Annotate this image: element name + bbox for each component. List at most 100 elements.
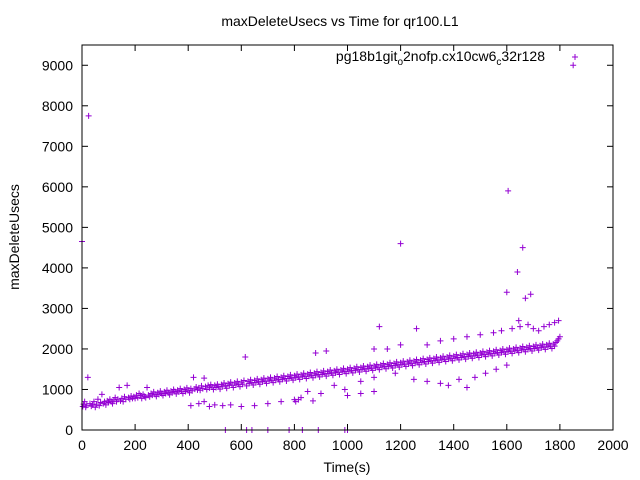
data-point xyxy=(206,384,213,391)
legend-marker-glyph xyxy=(572,54,578,60)
data-point xyxy=(267,374,274,381)
data-point xyxy=(353,363,360,370)
data-point xyxy=(341,386,348,393)
data-point xyxy=(438,356,445,363)
data-point xyxy=(533,341,540,348)
chart-title: maxDeleteUsecs vs Time for qr100.L1 xyxy=(221,13,459,29)
data-point xyxy=(309,397,316,404)
data-point xyxy=(459,350,466,357)
data-point xyxy=(525,346,532,353)
data-point xyxy=(219,402,226,409)
data-point xyxy=(471,352,478,359)
data-point xyxy=(202,383,209,390)
data-point xyxy=(227,401,234,408)
data-point xyxy=(463,384,470,391)
x-tick-label: 1600 xyxy=(491,437,522,453)
data-point xyxy=(304,388,311,395)
data-point xyxy=(232,382,239,389)
data-point xyxy=(217,386,224,393)
data-point xyxy=(463,333,470,340)
data-point xyxy=(323,347,330,354)
data-point xyxy=(397,341,404,348)
data-point xyxy=(445,382,452,389)
data-point xyxy=(498,327,505,334)
x-tick-label: 1200 xyxy=(385,437,416,453)
data-point xyxy=(424,341,431,348)
data-point xyxy=(211,401,218,408)
data-point xyxy=(445,356,452,363)
data-point xyxy=(198,382,205,389)
data-point xyxy=(555,317,562,324)
data-point xyxy=(359,366,366,373)
data-point xyxy=(339,369,346,376)
x-axis-ticks: 0 200 400 600 800 1000 1200 1400 1600 1800 2000 xyxy=(78,45,629,453)
data-point xyxy=(425,358,432,365)
data-point xyxy=(83,402,90,409)
data-point xyxy=(312,372,319,379)
data-point xyxy=(298,394,305,401)
data-point xyxy=(327,367,334,374)
data-point xyxy=(503,362,510,369)
data-point xyxy=(410,376,417,383)
data-point xyxy=(499,345,506,352)
data-point xyxy=(274,373,281,380)
data-point xyxy=(242,354,249,361)
data-point xyxy=(485,351,492,358)
data-point xyxy=(437,380,444,387)
data-point xyxy=(331,382,338,389)
data-point xyxy=(190,374,197,381)
y-tick-label: 2000 xyxy=(42,341,73,357)
data-point xyxy=(141,393,148,400)
y-tick-label: 8000 xyxy=(42,98,73,114)
y-tick-label: 5000 xyxy=(42,219,73,235)
data-point xyxy=(132,395,139,402)
x-tick-label: 600 xyxy=(230,437,254,453)
data-point xyxy=(333,366,340,373)
data-point xyxy=(490,329,497,336)
data-point xyxy=(81,398,88,405)
data-point xyxy=(116,384,123,391)
data-point xyxy=(386,359,393,366)
data-point xyxy=(519,244,526,251)
data-point xyxy=(294,371,301,378)
x-tick-label: 1400 xyxy=(438,437,469,453)
data-point xyxy=(144,384,151,391)
data-point xyxy=(539,341,546,348)
data-point xyxy=(535,327,542,334)
legend-marker-series-0 xyxy=(572,54,578,60)
data-point xyxy=(482,370,489,377)
x-tick-label: 2000 xyxy=(597,437,628,453)
data-point xyxy=(371,388,378,395)
data-point xyxy=(418,359,425,366)
data-point xyxy=(412,360,419,367)
data-point xyxy=(206,403,213,410)
legend: pg18b1gito2nofp.cx10cw6c32r128 xyxy=(336,48,578,68)
data-point xyxy=(413,356,420,363)
data-point xyxy=(367,362,374,369)
y-axis-label: maxDeleteUsecs xyxy=(6,184,22,290)
data-point xyxy=(223,385,230,392)
data-point xyxy=(169,389,176,396)
x-tick-label: 400 xyxy=(177,437,201,453)
data-point xyxy=(352,367,359,374)
data-point xyxy=(511,347,518,354)
data-point xyxy=(286,375,293,382)
data-point xyxy=(344,392,351,399)
data-point xyxy=(519,343,526,350)
data-point xyxy=(105,399,112,406)
data-point xyxy=(291,396,298,403)
data-point xyxy=(478,352,485,359)
data-point xyxy=(365,365,372,372)
y-tick-label: 0 xyxy=(65,422,73,438)
data-point xyxy=(94,396,101,403)
data-point xyxy=(437,337,444,344)
data-point xyxy=(340,365,347,372)
data-point xyxy=(272,377,279,384)
data-point xyxy=(201,398,208,405)
data-point xyxy=(477,331,484,338)
data-point xyxy=(384,345,391,352)
data-point xyxy=(175,388,182,395)
data-point xyxy=(98,391,105,398)
legend-label-series-0: pg18b1gito2nofp.cx10cw6c32r128 xyxy=(336,48,545,68)
